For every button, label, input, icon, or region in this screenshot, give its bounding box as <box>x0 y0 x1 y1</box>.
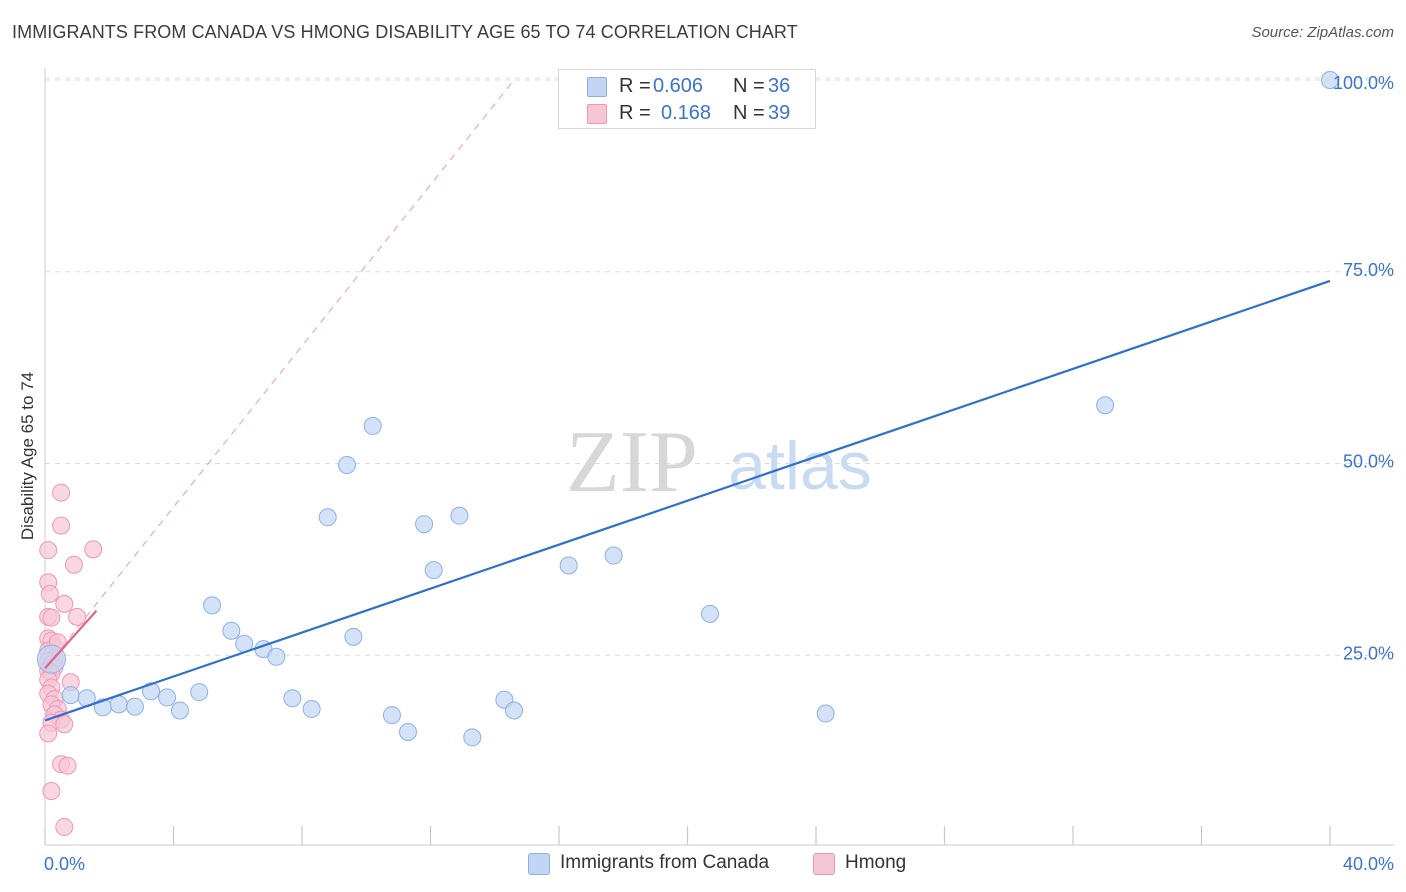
hmong-trend-extension <box>44 79 515 669</box>
hmong-point <box>64 555 83 574</box>
tick-labels: 25.0% 50.0% 75.0% 100.0% 0.0% 40.0% <box>44 73 1394 874</box>
hmong-point <box>55 715 74 734</box>
hmong-legend-swatch <box>813 853 835 875</box>
hmong-point <box>42 782 61 801</box>
chart-title: IMMIGRANTS FROM CANADA VS HMONG DISABILI… <box>12 22 798 42</box>
canada-point <box>700 604 719 623</box>
trend-lines <box>44 79 515 669</box>
canada-point <box>61 686 80 705</box>
canada-point <box>142 682 161 701</box>
canada-n-value: 36 <box>768 75 791 97</box>
watermark: ZIP atlas <box>566 414 872 511</box>
y-tick-label: 50.0% <box>1343 452 1394 472</box>
canada-point <box>382 706 401 725</box>
canada-point <box>170 701 189 720</box>
canada-point <box>505 701 524 720</box>
correlation-legend: R = 0.606 N = 36 R = 0.168 N = 39 <box>558 69 816 129</box>
n-label: N = <box>733 102 765 124</box>
canada-point <box>109 695 128 714</box>
canada-legend-swatch <box>528 853 550 875</box>
hmong-n-value: 39 <box>768 102 791 124</box>
axes <box>44 68 1394 846</box>
canada-point <box>203 596 222 615</box>
hmong-point <box>39 541 58 560</box>
canada-point <box>424 561 443 580</box>
canada-point <box>283 689 302 708</box>
canada-point <box>222 621 241 640</box>
hmong-point <box>58 756 77 775</box>
canada-point <box>158 688 177 707</box>
canada-point <box>604 546 623 565</box>
canada-point <box>559 556 578 575</box>
y-tick-label: 100.0% <box>1333 73 1394 93</box>
hmong-point <box>84 540 103 559</box>
r-label: R = <box>619 102 651 124</box>
x-tick-label: 0.0% <box>44 854 85 874</box>
hmong-point <box>68 607 87 626</box>
x-tick-label: 40.0% <box>1343 854 1394 874</box>
canada-point <box>363 416 382 435</box>
r-label: R = <box>619 75 651 97</box>
y-axis-label: Disability Age 65 to 74 <box>18 372 37 540</box>
canada-point <box>125 697 144 716</box>
hmong-point <box>52 516 71 535</box>
canada-point <box>190 683 209 702</box>
y-tick-label: 75.0% <box>1343 260 1394 280</box>
hmong-point <box>52 483 71 502</box>
canada-point <box>1321 71 1339 89</box>
hmong-r-value: 0.168 <box>661 102 712 124</box>
watermark-zip: ZIP <box>566 414 698 511</box>
n-label: N = <box>733 75 765 97</box>
hmong-point <box>42 608 61 627</box>
canada-point <box>816 704 835 723</box>
canada-legend-label: Immigrants from Canada <box>560 852 770 873</box>
source-label: Source: ZipAtlas.com <box>1251 24 1394 41</box>
gridlines <box>45 77 1394 656</box>
hmong-point <box>39 724 58 743</box>
canada-point <box>450 506 469 525</box>
canada-point <box>415 515 434 534</box>
canada-swatch <box>587 77 607 97</box>
canada-trend-line <box>44 279 1331 722</box>
y-tick-label: 25.0% <box>1343 643 1394 663</box>
canada-point <box>463 728 482 747</box>
canada-point <box>318 508 337 527</box>
watermark-atlas: atlas <box>728 428 872 504</box>
canada-point <box>302 699 321 718</box>
hmong-point <box>55 594 74 613</box>
hmong-legend-label: Hmong <box>845 852 907 873</box>
canada-point <box>344 627 363 646</box>
canada-point <box>399 722 418 741</box>
hmong-point <box>55 818 74 837</box>
canada-point <box>1096 396 1115 415</box>
canada-r-value: 0.606 <box>653 75 704 97</box>
hmong-swatch <box>587 104 607 124</box>
hmong-trend-line <box>44 610 98 670</box>
data-points <box>36 71 1339 837</box>
hmong-point <box>40 584 59 603</box>
canada-point <box>267 647 286 666</box>
canada-point <box>337 456 356 475</box>
